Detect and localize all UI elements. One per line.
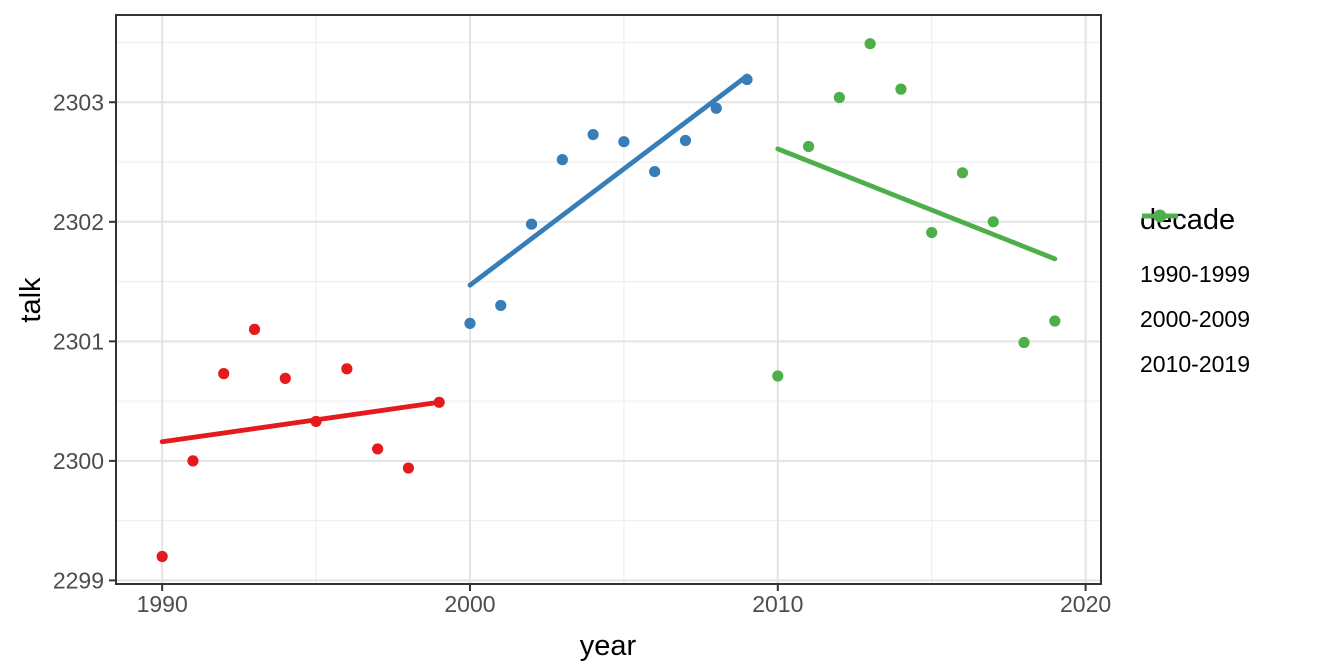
y-tick-label: 2303 — [53, 89, 104, 115]
data-point — [433, 396, 445, 408]
axis-tick-marks — [109, 101, 1087, 591]
trend-line — [775, 146, 1058, 262]
data-point — [156, 550, 168, 563]
data-point — [649, 165, 661, 178]
series-2010-2019 — [772, 38, 1061, 382]
legend: decade 1990-1999 2000-2009 2010-2019 — [1140, 203, 1344, 396]
data-point — [464, 317, 476, 330]
series-1990-1999 — [156, 323, 445, 563]
data-point — [802, 140, 815, 153]
x-tick-label: 1990 — [137, 591, 188, 617]
data-point — [1018, 336, 1030, 349]
trend-line — [467, 73, 750, 288]
gridlines-major — [116, 15, 1101, 584]
legend-key-dot — [1153, 209, 1167, 223]
data-point — [587, 128, 599, 141]
legend-items: 1990-1999 2000-2009 2010-2019 — [1140, 209, 1344, 377]
legend-key-icon — [1142, 209, 1178, 223]
data-point — [864, 38, 876, 50]
data-point — [279, 372, 291, 384]
data-point — [741, 73, 753, 86]
data-point — [926, 226, 938, 239]
legend-item-2000-2009: 2000-2009 — [1140, 209, 1344, 332]
x-tick-label: 2020 — [1060, 591, 1111, 617]
panel-background — [116, 15, 1101, 584]
data-point — [218, 368, 230, 380]
data-point — [772, 370, 784, 382]
data-point — [833, 91, 845, 104]
legend-item-label: 2010-2019 — [1140, 350, 1250, 377]
data-point — [556, 154, 568, 166]
data-point — [495, 299, 507, 312]
data-point — [1049, 315, 1061, 327]
y-tick-label: 2302 — [53, 209, 104, 235]
series-layer — [156, 38, 1061, 563]
data-point — [248, 323, 261, 335]
x-tick-label: 2000 — [444, 591, 495, 617]
data-point — [525, 218, 538, 230]
gridlines-minor — [116, 15, 1101, 584]
legend-item-2010-2019: 2010-2019 — [1140, 209, 1344, 377]
axis-tick-labels: 1990 2000 2010 2020 2299 2300 2301 2302 2303 — [53, 89, 1111, 617]
data-point — [187, 455, 199, 467]
panel-border — [115, 14, 1102, 585]
data-point — [987, 216, 999, 228]
data-point — [341, 363, 353, 375]
data-point — [402, 462, 415, 474]
data-point — [310, 415, 322, 428]
y-axis-title: talk — [15, 277, 47, 323]
series-2000-2009 — [464, 73, 753, 330]
data-point — [679, 134, 692, 147]
data-point — [710, 102, 722, 114]
data-point — [618, 136, 630, 148]
data-point — [895, 83, 907, 95]
y-tick-label: 2299 — [53, 567, 104, 593]
data-point — [956, 167, 969, 179]
legend-item-label: 2000-2009 — [1140, 305, 1250, 332]
y-tick-label: 2301 — [53, 328, 104, 354]
trend-line — [159, 399, 442, 445]
data-point — [372, 443, 384, 455]
x-axis-title: year — [580, 630, 637, 662]
legend-item-label: 1990-1999 — [1140, 260, 1250, 287]
legend-item-1990-1999: 1990-1999 — [1140, 209, 1344, 287]
y-tick-label: 2300 — [53, 448, 104, 474]
x-tick-label: 2010 — [752, 591, 803, 617]
